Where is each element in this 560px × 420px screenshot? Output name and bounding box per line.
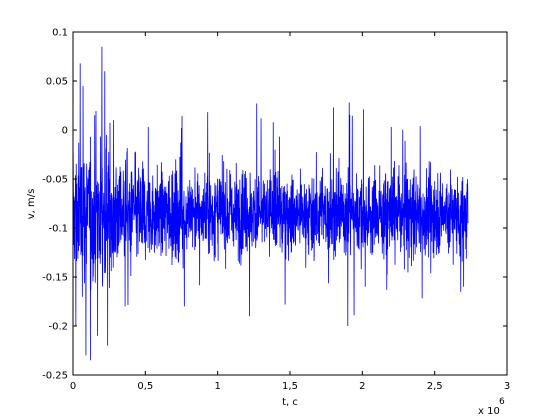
y-tick-label: -0.1: [48, 224, 68, 235]
y-tick-label: -0.2: [48, 322, 68, 333]
x-tick-label: 0,5: [137, 381, 153, 392]
x-axis-label: t, c: [282, 397, 298, 408]
x-tick-label: 3: [504, 381, 510, 392]
x-tick-label: 2: [359, 381, 365, 392]
x-tick-label: 1: [214, 381, 220, 392]
y-tick-label: 0.05: [46, 77, 68, 88]
x-tick-label: 2,5: [427, 381, 443, 392]
y-tick-label: 0: [62, 126, 68, 137]
series-line: [72, 46, 469, 361]
tick-layer: 0 0,5 1 1,5 2 2,5 3 -0.25 -0.2 -0.15 -0.1 -0.05 0 0.0…: [42, 28, 510, 393]
x-tick-label: 0: [70, 381, 76, 392]
x-tick-label: 1,5: [282, 381, 298, 392]
series-layer: [72, 46, 469, 361]
x-exponent-label: x 10: [478, 406, 500, 417]
y-tick-label: 0.1: [52, 28, 68, 39]
y-tick-label: -0.15: [42, 273, 68, 284]
y-tick-label: -0.05: [42, 175, 68, 186]
y-axis-label: v, m/s: [26, 189, 37, 220]
y-tick-label: -0.25: [42, 371, 68, 382]
x-exponent-power: 6: [499, 397, 505, 407]
